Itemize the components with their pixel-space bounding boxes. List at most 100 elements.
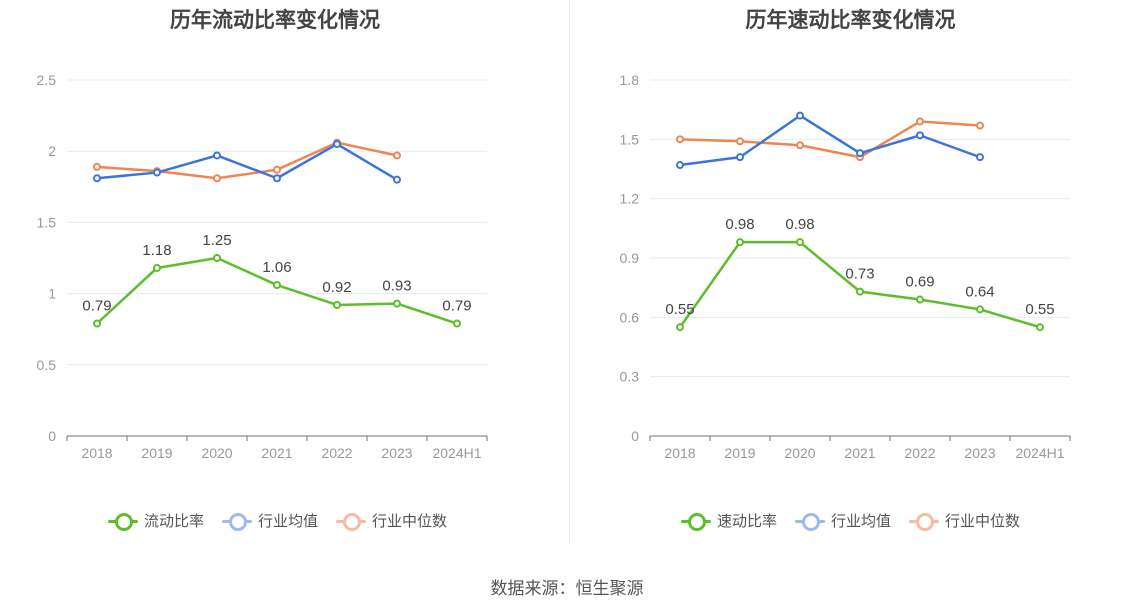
data-point-median — [796, 141, 804, 150]
x-tick-label: 2019 — [724, 445, 755, 461]
data-point-avg — [856, 149, 864, 158]
data-point-main — [856, 287, 864, 296]
legend-series-marker-icon — [680, 511, 711, 531]
data-point-avg — [153, 168, 161, 177]
legend-label: 行业均值 — [830, 512, 891, 530]
legend-label: 速动比率 — [716, 512, 777, 530]
x-tick-label: 2023 — [964, 445, 995, 461]
data-label: 0.98 — [785, 216, 814, 233]
data-point-main — [976, 305, 984, 314]
y-tick-label: 0.9 — [620, 250, 640, 266]
current-ratio-chart: 0 0.5 1 1.5 2 2.5 2018 2019 2020 2021 2022 2023 2024… — [37, 72, 488, 461]
series-line-median — [679, 120, 981, 159]
data-point-main — [736, 238, 744, 247]
x-tick-label: 2020 — [784, 445, 815, 461]
data-label: 1.18 — [142, 242, 171, 259]
data-point-median — [213, 174, 221, 183]
y-tick-label: 1.2 — [620, 191, 640, 207]
y-tick-label: 0.5 — [37, 357, 57, 373]
data-point-avg — [393, 175, 401, 184]
data-point-median — [736, 137, 744, 146]
data-label: 0.79 — [442, 298, 471, 315]
data-label: 0.73 — [845, 266, 874, 283]
data-label: 0.55 — [665, 301, 694, 318]
y-tick-label: 0.3 — [620, 369, 640, 385]
data-point-main — [916, 295, 924, 304]
data-label: 0.55 — [1025, 301, 1054, 318]
series-line-avg — [679, 114, 981, 167]
data-point-avg — [93, 174, 101, 183]
legend-item-avg[interactable]: 行业均值 — [221, 510, 318, 531]
legend-series-marker-icon — [107, 511, 138, 531]
y-tick-label: 0 — [48, 428, 56, 444]
data-point-median — [676, 135, 684, 144]
quick-ratio-chart: 0 0.3 0.6 0.9 1.2 1.5 1.8 2018 2019 2020 2021 2022 2… — [620, 72, 1071, 461]
data-point-main — [153, 263, 161, 272]
legend-item-main[interactable]: 速动比率 — [680, 510, 777, 531]
data-point-median — [93, 162, 101, 171]
data-source-note: 数据来源：恒生聚源 — [490, 579, 644, 599]
data-label: 0.92 — [322, 279, 351, 296]
legend-item-main[interactable]: 流动比率 — [107, 510, 204, 531]
data-point-avg — [213, 151, 221, 160]
data-point-main — [453, 319, 461, 328]
series-line-median — [96, 141, 398, 180]
data-label: 0.64 — [965, 283, 994, 300]
x-tick-label: 2024H1 — [1015, 445, 1064, 461]
legend-item-avg[interactable]: 行业均值 — [794, 510, 891, 531]
legend-item-median[interactable]: 行业中位数 — [336, 510, 447, 531]
data-label: 0.69 — [905, 274, 934, 291]
y-tick-label: 1 — [48, 286, 56, 302]
data-label: 1.25 — [202, 232, 231, 249]
series-line-avg — [96, 142, 398, 181]
legend-label: 行业中位数 — [372, 512, 448, 530]
data-point-median — [393, 151, 401, 160]
y-tick-label: 0.6 — [620, 309, 640, 325]
quick-ratio-panel: 历年速动比率变化情况 0 0.3 0.6 0.9 1.2 1.5 1.8 2018 2019 20… — [567, 0, 1134, 545]
data-point-main — [676, 323, 684, 332]
x-tick-label: 2020 — [201, 445, 232, 461]
data-point-avg — [916, 131, 924, 140]
y-tick-label: 0 — [631, 428, 639, 444]
data-label: 0.93 — [382, 278, 411, 295]
data-point-main — [273, 281, 281, 290]
x-tick-label: 2018 — [664, 445, 695, 461]
panel-divider — [569, 0, 570, 542]
legend-series-marker-icon — [794, 511, 825, 531]
data-point-main — [93, 319, 101, 328]
current-ratio-panel: 历年流动比率变化情况 0 0.5 1 1.5 2 2.5 2018 2019 2020 2021 2… — [0, 0, 567, 545]
data-point-avg — [976, 153, 984, 162]
chart-title: 历年流动比率变化情况 — [170, 8, 380, 32]
data-point-avg — [796, 111, 804, 120]
chart-legend: 流动比率 行业均值 行业中位数 — [0, 510, 555, 531]
data-label: 0.79 — [82, 298, 111, 315]
x-tick-label: 2023 — [381, 445, 412, 461]
data-label: 0.98 — [725, 216, 754, 233]
legend-label: 流动比率 — [143, 512, 204, 530]
data-point-main — [393, 299, 401, 308]
legend-item-median[interactable]: 行业中位数 — [909, 510, 1020, 531]
data-point-median — [273, 165, 281, 174]
data-point-main — [333, 300, 341, 309]
chart-legend: 速动比率 行业均值 行业中位数 — [567, 510, 1134, 531]
x-tick-label: 2021 — [261, 445, 292, 461]
x-tick-label: 2021 — [844, 445, 875, 461]
x-tick-label: 2024H1 — [432, 445, 481, 461]
data-point-main — [796, 238, 804, 247]
y-tick-label: 2 — [48, 143, 56, 159]
legend-series-marker-icon — [336, 511, 366, 531]
y-tick-label: 1.8 — [620, 72, 640, 88]
legend-label: 行业均值 — [257, 512, 318, 530]
x-tick-label: 2018 — [81, 445, 112, 461]
data-point-avg — [273, 174, 281, 183]
legend-series-marker-icon — [909, 511, 939, 531]
data-point-main — [1036, 323, 1044, 332]
x-tick-label: 2022 — [904, 445, 935, 461]
data-point-main — [213, 254, 221, 262]
y-tick-label: 2.5 — [37, 72, 57, 88]
y-tick-label: 1.5 — [620, 131, 640, 147]
data-point-median — [916, 117, 924, 126]
legend-label: 行业中位数 — [945, 512, 1021, 530]
chart-title: 历年速动比率变化情况 — [745, 8, 956, 32]
data-point-avg — [736, 153, 744, 162]
